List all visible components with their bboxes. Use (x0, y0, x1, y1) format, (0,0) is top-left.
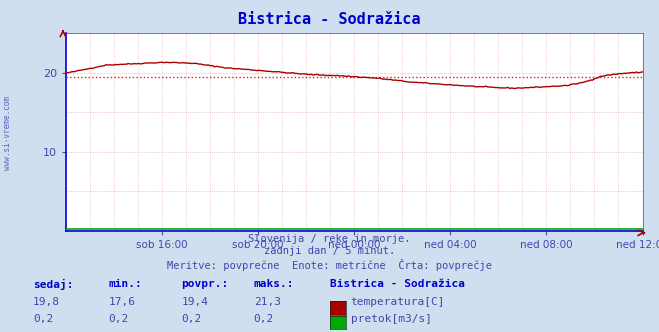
Text: Meritve: povprečne  Enote: metrične  Črta: povprečje: Meritve: povprečne Enote: metrične Črta:… (167, 259, 492, 271)
Text: Bistrica - Sodražica: Bistrica - Sodražica (330, 279, 465, 289)
Text: 19,8: 19,8 (33, 297, 60, 307)
Text: pretok[m3/s]: pretok[m3/s] (351, 314, 432, 324)
Text: sedaj:: sedaj: (33, 279, 73, 290)
Text: 0,2: 0,2 (254, 314, 274, 324)
Text: maks.:: maks.: (254, 279, 294, 289)
Text: zadnji dan / 5 minut.: zadnji dan / 5 minut. (264, 246, 395, 256)
Text: 17,6: 17,6 (109, 297, 136, 307)
Text: 0,2: 0,2 (109, 314, 129, 324)
Text: 0,2: 0,2 (181, 314, 202, 324)
Text: Slovenija / reke in morje.: Slovenija / reke in morje. (248, 234, 411, 244)
Text: min.:: min.: (109, 279, 142, 289)
Text: www.si-vreme.com: www.si-vreme.com (3, 96, 13, 170)
Text: povpr.:: povpr.: (181, 279, 229, 289)
Text: Bistrica - Sodražica: Bistrica - Sodražica (239, 12, 420, 27)
Text: 21,3: 21,3 (254, 297, 281, 307)
Text: 0,2: 0,2 (33, 314, 53, 324)
Text: 19,4: 19,4 (181, 297, 208, 307)
Text: temperatura[C]: temperatura[C] (351, 297, 445, 307)
